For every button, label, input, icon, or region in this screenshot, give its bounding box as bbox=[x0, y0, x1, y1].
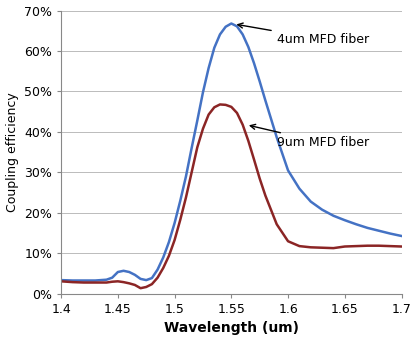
X-axis label: Wavelength (um): Wavelength (um) bbox=[164, 322, 299, 336]
Text: 9um MFD fiber: 9um MFD fiber bbox=[250, 124, 369, 149]
Text: 4um MFD fiber: 4um MFD fiber bbox=[238, 23, 369, 46]
Y-axis label: Coupling efficiency: Coupling efficiency bbox=[5, 92, 18, 212]
